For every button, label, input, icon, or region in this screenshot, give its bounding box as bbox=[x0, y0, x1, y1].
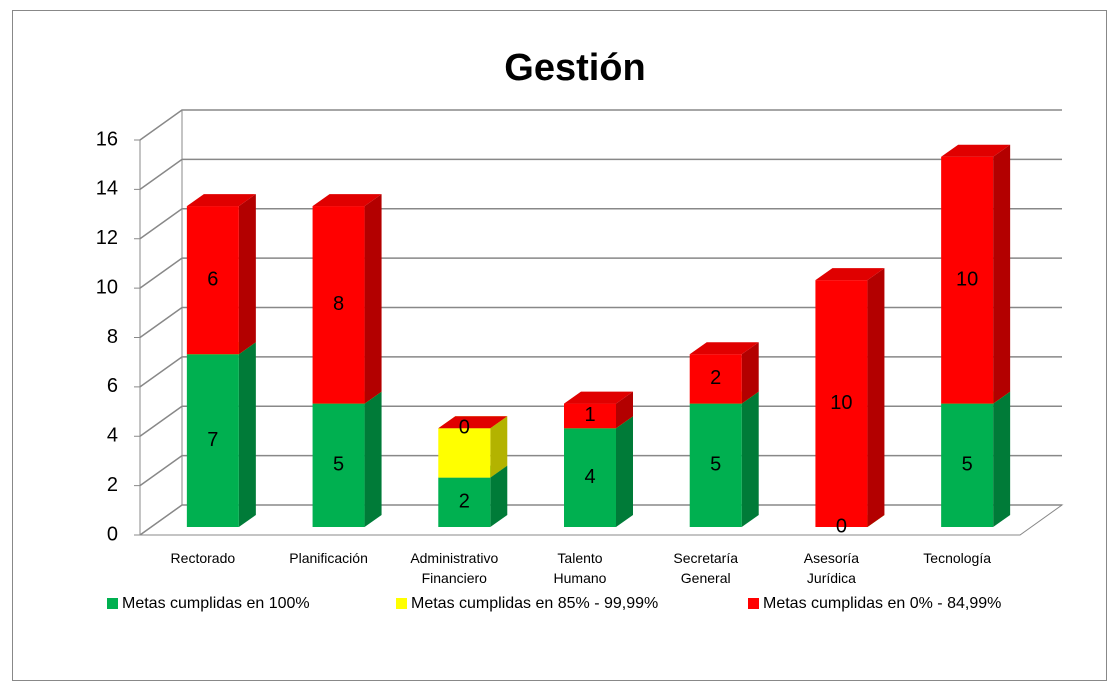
bar-side bbox=[238, 194, 256, 355]
bar-side bbox=[238, 342, 256, 527]
bar bbox=[186, 354, 239, 527]
bar bbox=[438, 477, 491, 527]
legend-swatch bbox=[396, 598, 407, 609]
x-tick-label: Administrativo Financiero bbox=[410, 550, 499, 586]
bar bbox=[815, 280, 868, 527]
y-tick-label: 14 bbox=[96, 178, 118, 200]
bar bbox=[941, 403, 994, 527]
bar-top bbox=[186, 194, 256, 207]
bar-side bbox=[490, 465, 508, 527]
bar bbox=[941, 156, 994, 404]
bar-side bbox=[616, 391, 633, 429]
bar-side bbox=[741, 391, 759, 527]
legend-label: Metas cumplidas en 100% bbox=[122, 595, 310, 612]
x-tick-label: Tecnología bbox=[923, 550, 991, 566]
bar-side bbox=[993, 391, 1011, 527]
data-label: 6 bbox=[207, 268, 218, 290]
data-label: 8 bbox=[333, 293, 344, 315]
bar bbox=[312, 206, 365, 404]
bar-top bbox=[312, 194, 382, 207]
data-label: 0 bbox=[836, 515, 847, 537]
data-label: 7 bbox=[207, 429, 218, 451]
y-tick-label: 12 bbox=[96, 227, 118, 249]
bar-top bbox=[564, 391, 633, 404]
data-label: 2 bbox=[459, 491, 470, 513]
legend-swatch bbox=[748, 598, 759, 609]
bar-side bbox=[490, 416, 508, 478]
data-label: 5 bbox=[333, 454, 344, 476]
bar-side bbox=[741, 342, 759, 404]
bar-top bbox=[438, 416, 508, 429]
bar-side bbox=[993, 144, 1011, 404]
y-tick-label: 4 bbox=[107, 425, 118, 447]
bar bbox=[438, 428, 491, 478]
bar bbox=[312, 403, 365, 527]
data-label: 1 bbox=[584, 404, 595, 426]
x-tick-label: Talento Humano bbox=[553, 550, 607, 586]
data-label: 4 bbox=[584, 466, 595, 488]
data-label: 5 bbox=[962, 454, 973, 476]
data-label: 10 bbox=[956, 268, 978, 290]
bar bbox=[564, 428, 616, 527]
data-label: 10 bbox=[830, 392, 852, 414]
chart-title: Gestión bbox=[504, 47, 645, 89]
y-tick-label: 16 bbox=[96, 128, 118, 150]
x-tick-label: Rectorado bbox=[170, 550, 236, 566]
y-tick-label: 10 bbox=[96, 276, 118, 298]
legend-label: Metas cumplidas en 0% - 84,99% bbox=[763, 595, 1001, 612]
y-tick-label: 2 bbox=[107, 474, 118, 496]
bar-top bbox=[815, 268, 885, 281]
x-tick-label: Asesoría Jurídica bbox=[803, 550, 860, 586]
bar-side bbox=[867, 268, 885, 527]
bar bbox=[689, 403, 742, 527]
bar-top bbox=[689, 342, 759, 355]
data-label: 0 bbox=[459, 417, 470, 439]
x-tick-label: Secretaría General bbox=[673, 550, 738, 586]
bar-side bbox=[616, 416, 633, 527]
data-label: 2 bbox=[710, 367, 721, 389]
y-tick-label: 8 bbox=[107, 326, 118, 348]
bar bbox=[186, 206, 239, 355]
bar-side bbox=[364, 391, 382, 527]
data-label: 5 bbox=[710, 454, 721, 476]
legend-swatch bbox=[107, 598, 118, 609]
legend-label: Metas cumplidas en 85% - 99,99% bbox=[411, 595, 658, 612]
bar-top bbox=[941, 144, 1011, 157]
bar-side bbox=[364, 194, 382, 404]
bar bbox=[564, 403, 616, 429]
x-tick-label: Planificación bbox=[289, 550, 368, 566]
y-tick-label: 6 bbox=[107, 375, 118, 397]
bar bbox=[689, 354, 742, 404]
y-tick-label: 0 bbox=[107, 523, 118, 545]
